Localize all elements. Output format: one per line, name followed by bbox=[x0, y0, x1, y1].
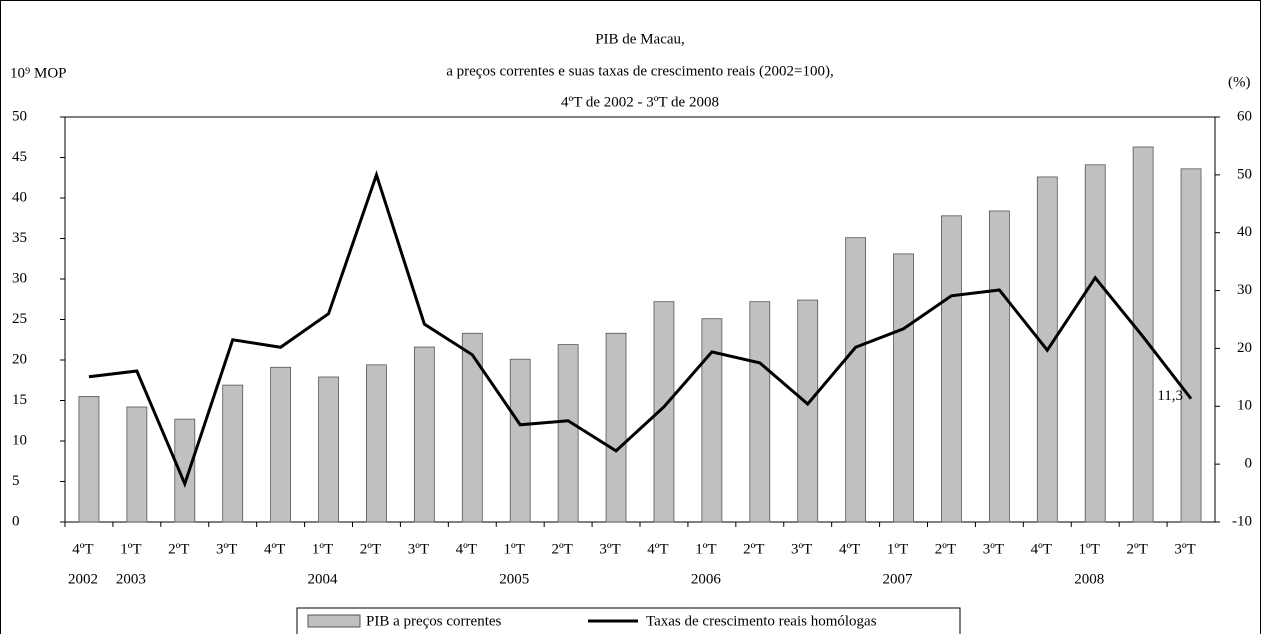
y-axis-label: 10⁹ MOP bbox=[10, 65, 67, 81]
bar bbox=[222, 384, 244, 523]
x-tick-label: 3ºT bbox=[1174, 541, 1195, 557]
legend-label: Taxas de crescimento reais homólogas bbox=[646, 613, 877, 629]
x-tick-label: 1ºT bbox=[695, 541, 716, 557]
bar bbox=[509, 358, 531, 523]
x-tick-label: 4ºT bbox=[264, 541, 285, 557]
x-tick-label: 1ºT bbox=[120, 541, 141, 557]
y2-tick-label: 60 bbox=[1237, 108, 1252, 124]
bar bbox=[845, 237, 867, 523]
x-tick-label: 3ºT bbox=[216, 541, 237, 557]
x-tick-label: 4ºT bbox=[72, 541, 93, 557]
bar bbox=[366, 364, 387, 523]
x-tick-label: 4ºT bbox=[456, 541, 477, 557]
x-tick-label: 4ºT bbox=[647, 541, 668, 557]
y-tick-label: 5 bbox=[12, 473, 20, 489]
bar bbox=[749, 301, 771, 523]
bar bbox=[318, 376, 339, 523]
bar bbox=[797, 299, 819, 523]
y2-tick-label: 20 bbox=[1237, 340, 1252, 356]
bar bbox=[1084, 164, 1106, 523]
legend-swatch bbox=[307, 614, 361, 628]
x-tick-label: 2ºT bbox=[360, 541, 381, 557]
x-tick-label: 2ºT bbox=[743, 541, 764, 557]
x-tick-label: 1ºT bbox=[1079, 541, 1100, 557]
x-tick-label: 4ºT bbox=[1031, 541, 1052, 557]
y-tick-label: 35 bbox=[12, 230, 27, 246]
x-tick-label: 3ºT bbox=[983, 541, 1004, 557]
x-tick-label: 1ºT bbox=[504, 541, 525, 557]
chart-title: 4ºT de 2002 - 3ºT de 2008 bbox=[561, 94, 719, 110]
y2-tick-label: 30 bbox=[1237, 282, 1252, 298]
y-tick-label: 0 bbox=[12, 513, 20, 529]
legend-label: PIB a preços correntes bbox=[366, 613, 502, 629]
bar bbox=[557, 344, 579, 523]
year-label: 2005 bbox=[499, 571, 529, 587]
x-tick-label: 1ºT bbox=[887, 541, 908, 557]
x-tick-label: 4ºT bbox=[839, 541, 860, 557]
y2-axis-label: (%) bbox=[1228, 74, 1251, 90]
bar bbox=[988, 210, 1010, 523]
y-tick-label: 10 bbox=[12, 432, 27, 448]
x-tick-label: 2ºT bbox=[935, 541, 956, 557]
x-tick-label: 1ºT bbox=[312, 541, 333, 557]
y-tick-label: 30 bbox=[12, 270, 27, 286]
x-tick-label: 3ºT bbox=[791, 541, 812, 557]
year-label: 2003 bbox=[116, 571, 146, 587]
y2-tick-label: 10 bbox=[1237, 398, 1252, 414]
x-tick-label: 2ºT bbox=[168, 541, 189, 557]
year-label: 2008 bbox=[1074, 571, 1104, 587]
bar bbox=[893, 253, 914, 523]
x-tick-label: 3ºT bbox=[599, 541, 620, 557]
year-label: 2007 bbox=[883, 571, 914, 587]
y-tick-label: 45 bbox=[12, 149, 27, 165]
chart-title: PIB de Macau, bbox=[595, 31, 685, 47]
bar bbox=[78, 396, 100, 523]
year-label: 2004 bbox=[308, 571, 339, 587]
y-tick-label: 25 bbox=[12, 311, 27, 327]
bar bbox=[461, 332, 483, 523]
bar bbox=[941, 215, 962, 523]
y-tick-label: 15 bbox=[12, 392, 27, 408]
bar bbox=[1180, 168, 1202, 523]
data-label: 11,3 bbox=[1157, 388, 1183, 404]
y-tick-label: 50 bbox=[12, 108, 27, 124]
bar bbox=[126, 406, 148, 523]
bar bbox=[605, 332, 627, 523]
line bbox=[88, 170, 1193, 489]
y-tick-label: 40 bbox=[12, 189, 27, 205]
y2-tick-label: 50 bbox=[1237, 166, 1252, 182]
bar bbox=[653, 301, 675, 523]
x-tick-label: 2ºT bbox=[1126, 541, 1147, 557]
bar bbox=[701, 318, 723, 523]
bar bbox=[270, 366, 292, 523]
x-tick-label: 3ºT bbox=[408, 541, 429, 557]
y-tick-label: 20 bbox=[12, 351, 27, 367]
x-tick-label: 2ºT bbox=[551, 541, 572, 557]
chart-title: a preços correntes e suas taxas de cresc… bbox=[446, 63, 833, 79]
bar bbox=[413, 346, 435, 523]
year-label: 2006 bbox=[691, 571, 722, 587]
bar bbox=[174, 418, 196, 523]
year-label: 2002 bbox=[68, 571, 98, 587]
y2-tick-label: 0 bbox=[1245, 456, 1253, 472]
y2-tick-label: 40 bbox=[1237, 224, 1252, 240]
y2-tick-label: -10 bbox=[1232, 513, 1252, 529]
